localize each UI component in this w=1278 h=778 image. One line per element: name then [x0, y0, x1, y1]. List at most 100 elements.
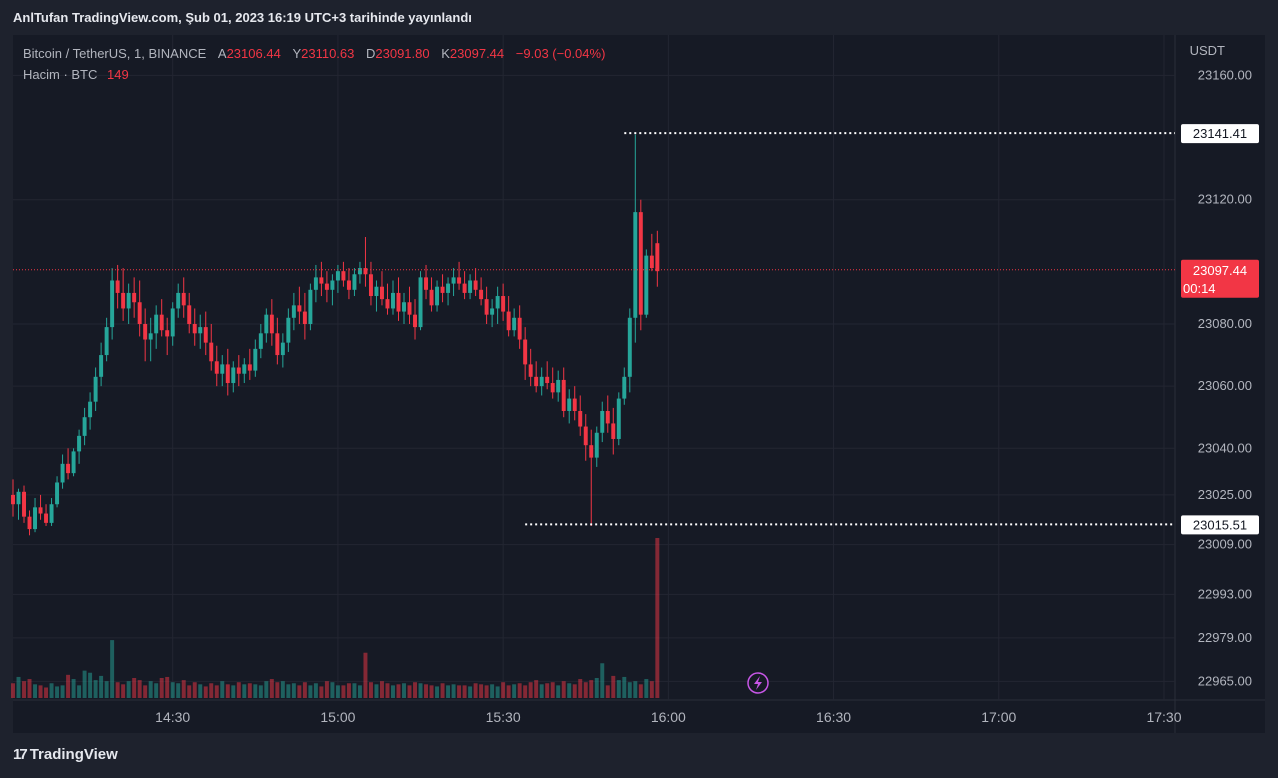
- volume-bar: [253, 684, 258, 698]
- candle-body: [99, 355, 104, 377]
- currency-label: USDT: [1190, 43, 1225, 58]
- candle-body: [82, 417, 87, 436]
- candle-body: [308, 289, 313, 324]
- candle-body: [104, 327, 109, 356]
- volume-bar: [33, 684, 38, 698]
- volume-bar: [501, 682, 506, 698]
- volume-bar: [313, 683, 318, 698]
- candle-body: [33, 507, 38, 530]
- candle-body: [66, 463, 71, 474]
- candle-body: [60, 463, 65, 483]
- volume-bar: [346, 683, 351, 698]
- candle-body: [247, 364, 252, 371]
- y-tick-label: 23025.00: [1198, 487, 1252, 502]
- candle-body: [88, 401, 93, 418]
- candle-body: [231, 367, 236, 384]
- last-price-value: 23097.44: [1193, 263, 1247, 278]
- candle-body: [291, 305, 296, 318]
- candle-body: [352, 274, 357, 290]
- candle-body: [27, 516, 32, 530]
- legend-symbol[interactable]: Bitcoin / TetherUS, 1, BINANCE: [23, 46, 207, 61]
- candle-body: [468, 280, 473, 293]
- candle-body: [379, 286, 384, 300]
- volume-bar: [545, 683, 550, 698]
- y-tick-label: 22965.00: [1198, 673, 1252, 688]
- volume-bar: [88, 672, 93, 698]
- volume-bar: [391, 685, 395, 698]
- candle-body: [55, 482, 60, 505]
- candle-body: [385, 299, 390, 309]
- candle-body: [225, 364, 230, 384]
- candle-body: [137, 302, 142, 324]
- volume-bar: [330, 682, 335, 698]
- x-tick-label: 17:30: [1146, 709, 1181, 725]
- volume-bar: [209, 683, 214, 698]
- candle-body: [622, 376, 627, 399]
- candle-body: [402, 302, 406, 312]
- chart-panel[interactable]: [13, 35, 1265, 733]
- candle-body: [126, 292, 131, 309]
- candle-body: [501, 296, 506, 312]
- tradingview-logo[interactable]: 17 TradingView: [13, 746, 118, 763]
- candle-body: [429, 289, 434, 306]
- legend-high-label: Y: [292, 46, 302, 61]
- legend-ohlc-row: Bitcoin / TetherUS, 1, BINANCE A23106.44…: [23, 45, 605, 66]
- volume-bar: [528, 682, 533, 698]
- candle-body: [38, 507, 43, 514]
- volume-bar: [71, 679, 76, 698]
- volume-bar: [77, 685, 82, 698]
- volume-bar: [264, 681, 269, 698]
- volume-bar: [655, 538, 660, 698]
- candle-body: [550, 383, 555, 393]
- candle-body: [187, 305, 192, 324]
- candle-body: [346, 280, 351, 290]
- candle-body: [633, 212, 638, 318]
- volume-bar: [137, 680, 142, 698]
- legend-open-value: 23106.44: [226, 46, 281, 61]
- candle-body: [22, 491, 26, 517]
- candle-body: [655, 243, 660, 272]
- candle-body: [203, 327, 208, 343]
- y-tick-label: 22993.00: [1198, 586, 1252, 601]
- chart-legend: Bitcoin / TetherUS, 1, BINANCE A23106.44…: [23, 45, 605, 87]
- volume-bar: [649, 681, 654, 698]
- candle-body: [198, 327, 203, 334]
- volume-bar: [159, 678, 164, 698]
- flash-icon[interactable]: [747, 672, 769, 694]
- volume-bar: [567, 683, 572, 698]
- candle-body: [473, 280, 478, 290]
- volume-bar: [66, 674, 71, 698]
- candle-body: [341, 271, 346, 281]
- volume-bar: [600, 663, 605, 698]
- volume-bar: [214, 685, 219, 698]
- candle-body: [258, 333, 263, 349]
- candle-body: [209, 342, 214, 362]
- volume-bar: [203, 686, 208, 698]
- volume-bar: [27, 679, 32, 698]
- volume-bar: [308, 685, 313, 698]
- volume-bar: [335, 685, 340, 698]
- candle-body: [457, 277, 462, 284]
- candle-body: [286, 317, 291, 343]
- candle-body: [512, 317, 517, 331]
- volume-bar: [506, 685, 511, 698]
- candle-body: [605, 411, 610, 424]
- candle-body: [16, 491, 21, 505]
- volume-bar: [616, 680, 621, 698]
- candle-body: [451, 277, 456, 284]
- volume-bar: [556, 685, 561, 698]
- volume-bar: [38, 685, 43, 698]
- candle-body: [363, 268, 368, 275]
- candle-body: [324, 283, 329, 290]
- volume-bar: [418, 683, 423, 698]
- volume-bar: [396, 684, 401, 698]
- legend-volume-label[interactable]: Hacim · BTC: [23, 67, 98, 82]
- volume-bar: [424, 684, 429, 698]
- volume-bar: [468, 686, 473, 698]
- volume-bar: [457, 685, 462, 698]
- x-tick-label: 16:00: [651, 709, 686, 725]
- candle-body: [297, 305, 302, 312]
- volume-bar: [236, 682, 241, 698]
- volume-bar: [143, 685, 148, 698]
